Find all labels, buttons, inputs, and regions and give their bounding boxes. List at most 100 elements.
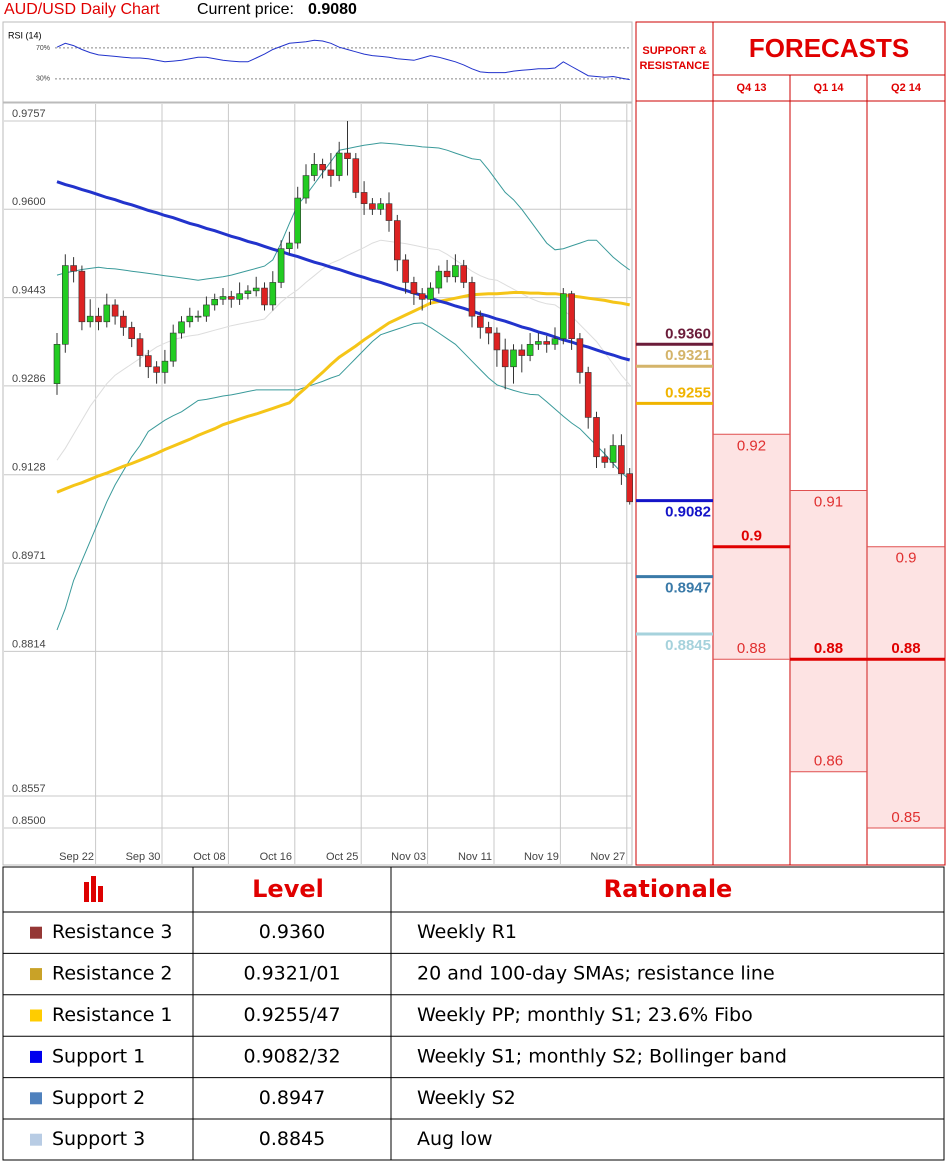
forecast-period: Q4 13 (737, 82, 767, 94)
candle-body (236, 293, 243, 300)
candle-body (244, 290, 252, 294)
x-tick-label: Nov 19 (524, 851, 559, 863)
y-tick-label: 0.8500 (12, 815, 46, 827)
candle-body (294, 197, 302, 244)
candle-body (584, 372, 592, 418)
level-swatch (30, 926, 42, 939)
candle-body (53, 343, 61, 384)
candle-body (178, 321, 185, 334)
level-value: 0.9255/47 (243, 1004, 340, 1026)
candle-body (352, 158, 360, 193)
candle-body (568, 293, 575, 339)
candle-body (286, 242, 293, 249)
sr-label: 0.9255 (665, 384, 711, 401)
candle-body (626, 473, 634, 503)
candle-body (468, 282, 476, 317)
candle-body (369, 203, 376, 210)
table-header: Level (252, 875, 324, 903)
level-name: Support 1 (52, 1045, 145, 1067)
level-rationale: Weekly R1 (417, 921, 517, 943)
candle-body (618, 445, 625, 474)
level-value: 0.8947 (259, 1087, 325, 1109)
x-tick-label: Nov 27 (590, 851, 625, 863)
forecast-period: Q2 14 (891, 82, 922, 94)
level-name: Support 2 (52, 1087, 145, 1109)
y-tick-label: 0.9286 (12, 373, 46, 385)
candle-body (543, 341, 551, 345)
line-series (56, 180, 631, 362)
candle-body (186, 315, 194, 323)
level-swatch (30, 1092, 42, 1105)
candle-body (559, 293, 567, 339)
level-swatch (30, 1050, 42, 1063)
forecast-low-label: 0.86 (814, 753, 843, 770)
forecast-period: Q1 14 (814, 82, 845, 94)
level-name: Resistance 3 (52, 921, 173, 943)
level-name: Resistance 2 (52, 963, 173, 985)
candle-body (120, 315, 127, 328)
sr-title: SUPPORT & RESISTANCE (639, 45, 710, 72)
candle-body (410, 282, 418, 294)
price-label: Current price: (197, 1, 294, 18)
candle-body (518, 349, 526, 356)
candle-body (526, 343, 534, 356)
level-swatch (30, 1133, 42, 1146)
candle-body (443, 270, 451, 278)
candle-body (70, 265, 77, 272)
sr-label: 0.8845 (665, 637, 711, 654)
level-name: Resistance 1 (52, 1004, 173, 1026)
candle-body (153, 366, 160, 373)
candle-body (95, 315, 102, 323)
candle-body (427, 287, 434, 300)
candle-body (576, 338, 584, 373)
rsi-tick-label: 30% (36, 76, 50, 83)
x-tick-label: Sep 30 (126, 851, 161, 863)
forecast-mid-label: 0.88 (891, 640, 920, 657)
candle-body (219, 296, 227, 300)
rsi-title: RSI (14) (8, 30, 42, 40)
forecast-range (791, 490, 866, 772)
candle-body (136, 338, 144, 356)
x-tick-label: Nov 11 (458, 851, 492, 863)
forecast-mid-label: 0.88 (814, 640, 843, 657)
level-swatch (30, 1009, 42, 1022)
forecast-range (868, 546, 944, 828)
forecast-high-label: 0.91 (814, 493, 843, 510)
line-series (56, 291, 631, 494)
level-rationale: Weekly S2 (417, 1087, 516, 1109)
candle-body (145, 355, 152, 368)
candle-body (194, 315, 202, 318)
candle-body (452, 265, 459, 278)
y-tick-label: 0.9128 (12, 462, 46, 474)
price: 0.9080 (308, 1, 357, 18)
x-tick-label: Oct 16 (260, 851, 292, 863)
candle-body (269, 282, 277, 306)
title: AUD/USD Daily Chart (4, 1, 160, 18)
candle-body (86, 315, 94, 323)
candle-body (377, 203, 385, 210)
forecast-high-label: 0.92 (737, 437, 766, 454)
level-rationale: Aug low (417, 1128, 493, 1150)
y-tick-label: 0.9443 (12, 285, 46, 297)
candle-body (128, 327, 135, 339)
candle-body (344, 152, 351, 159)
level-value: 0.9321/01 (243, 963, 340, 985)
level-rationale: Weekly S1; monthly S2; Bollinger band (417, 1045, 787, 1067)
candle-body (393, 220, 401, 261)
candle-body (78, 270, 86, 323)
candle-body (228, 296, 235, 300)
y-tick-label: 0.9600 (12, 196, 46, 208)
icon-bar (98, 886, 103, 902)
sr-label: 0.9360 (665, 325, 711, 342)
candle-body (501, 349, 509, 368)
candle-body (418, 293, 426, 300)
candle-body (460, 265, 468, 283)
y-tick-label: 0.9757 (12, 108, 46, 120)
candle-body (601, 456, 609, 463)
candle-body (535, 341, 542, 345)
line-series (56, 39, 630, 81)
candle-body (103, 304, 111, 323)
